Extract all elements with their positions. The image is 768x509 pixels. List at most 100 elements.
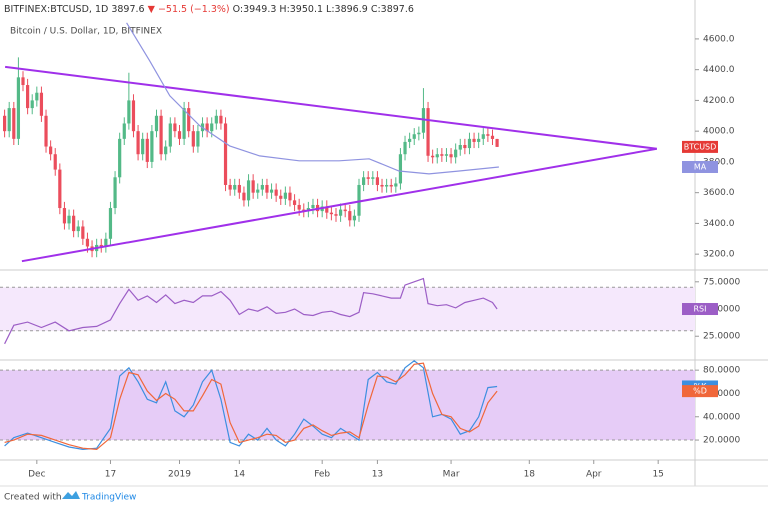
- candle-body: [256, 189, 260, 193]
- candle-body: [39, 92, 44, 116]
- candle-body: [136, 131, 140, 155]
- candle-body: [191, 131, 195, 147]
- candle-body: [182, 108, 186, 139]
- candle-body: [72, 215, 76, 232]
- logo: [62, 491, 80, 499]
- candle-body: [435, 154, 439, 158]
- candle-body: [233, 184, 237, 190]
- series-line: [4, 277, 498, 345]
- y-tick-label: 3800.0: [703, 157, 735, 167]
- low: L:3896.9: [326, 4, 368, 15]
- y-tick-label: 20.0000: [703, 436, 740, 446]
- candle-body: [173, 123, 177, 132]
- candle-body: [242, 192, 246, 201]
- x-tick-label: 13: [372, 470, 383, 480]
- candle-body: [292, 200, 297, 205]
- x-tick-label: 15: [652, 470, 663, 480]
- candle-body: [403, 141, 407, 155]
- candle-body: [228, 184, 232, 190]
- candle-body: [62, 208, 67, 224]
- close: C:3897.6: [371, 4, 414, 15]
- x-tick-label: 14: [234, 470, 246, 480]
- series-line: [126, 22, 499, 175]
- candle-body: [357, 184, 361, 216]
- candle-body: [205, 123, 209, 132]
- high: H:3950.1: [279, 4, 323, 15]
- footer-brand: TradingView: [81, 493, 136, 503]
- candle-body: [21, 77, 25, 86]
- band: [0, 287, 695, 331]
- candle-body: [297, 204, 301, 210]
- candle-body: [375, 177, 380, 185]
- candle-body: [26, 85, 30, 109]
- candle-body: [265, 184, 269, 193]
- x-tick-label: 18: [524, 470, 536, 480]
- y-tick-label: 4600.0: [703, 34, 735, 44]
- value-tag-label: MA: [694, 162, 707, 171]
- x-tick-label: 17: [105, 470, 116, 480]
- value-tag-label: RSI: [694, 305, 707, 314]
- y-tick-label: 50.0000: [703, 305, 740, 315]
- candle-body: [348, 211, 352, 221]
- symbol: BITFINEX:BTCUSD, 1D: [4, 4, 108, 15]
- candle-body: [467, 138, 472, 149]
- candle-body: [159, 115, 163, 155]
- candle-body: [495, 138, 499, 147]
- candle-body: [30, 100, 34, 109]
- y-tick-label: 4200.0: [703, 96, 735, 106]
- open: O:3949.3: [233, 4, 277, 15]
- candle-body: [108, 208, 113, 239]
- candle-body: [408, 138, 412, 142]
- value-tag-label: %D: [693, 387, 707, 396]
- candle-body: [196, 131, 200, 147]
- candle-body: [150, 131, 154, 162]
- candle-body: [288, 192, 292, 201]
- candle-body: [338, 209, 343, 216]
- candle-body: [122, 123, 126, 139]
- candle-body: [352, 215, 357, 221]
- candle-body: [444, 154, 449, 156]
- candle-body: [49, 146, 53, 155]
- candle-body: [113, 177, 117, 209]
- candle-body: [131, 100, 136, 132]
- candle-body: [16, 77, 21, 139]
- chart-title: Bitcoin / U.S. Dollar, 1D, BITFINEX: [10, 27, 162, 37]
- value-tag: [682, 385, 718, 398]
- x-tick-label: Feb: [314, 470, 330, 480]
- candle-body: [246, 180, 251, 201]
- candle-body: [454, 149, 458, 158]
- candle-body: [237, 184, 241, 193]
- y-tick-label: 25.0000: [703, 332, 740, 342]
- candle-body: [85, 238, 90, 247]
- candle-body: [154, 115, 159, 132]
- y-tick-label: 75.0000: [703, 277, 740, 287]
- candle-body: [214, 115, 218, 124]
- candle-body: [343, 209, 347, 212]
- x-tick-label: Apr: [586, 470, 602, 480]
- candle-body: [417, 132, 421, 135]
- y-tick-label: 3200.0: [703, 250, 735, 260]
- candle-body: [334, 214, 338, 216]
- y-tick-label: 3600.0: [703, 188, 735, 198]
- candle-body: [325, 206, 329, 213]
- candle-body: [449, 154, 453, 158]
- last-price: 3897.6: [111, 4, 144, 15]
- candle-body: [371, 177, 375, 179]
- candle-body: [177, 131, 182, 139]
- candle-body: [477, 138, 481, 142]
- candle-body: [76, 226, 80, 232]
- candle-body: [260, 184, 264, 190]
- x-tick-label: Dec: [28, 470, 45, 480]
- trendline: [4, 65, 657, 150]
- value-tag: [682, 140, 718, 153]
- candle-body: [269, 189, 274, 193]
- candle-body: [440, 154, 444, 156]
- candle-body: [463, 145, 467, 149]
- y-tick-label: 80.0000: [703, 366, 740, 376]
- series-line: [4, 362, 498, 451]
- series-line: [4, 360, 498, 451]
- candle-body: [431, 155, 435, 158]
- candle-body: [118, 138, 122, 178]
- candle-body: [53, 154, 57, 170]
